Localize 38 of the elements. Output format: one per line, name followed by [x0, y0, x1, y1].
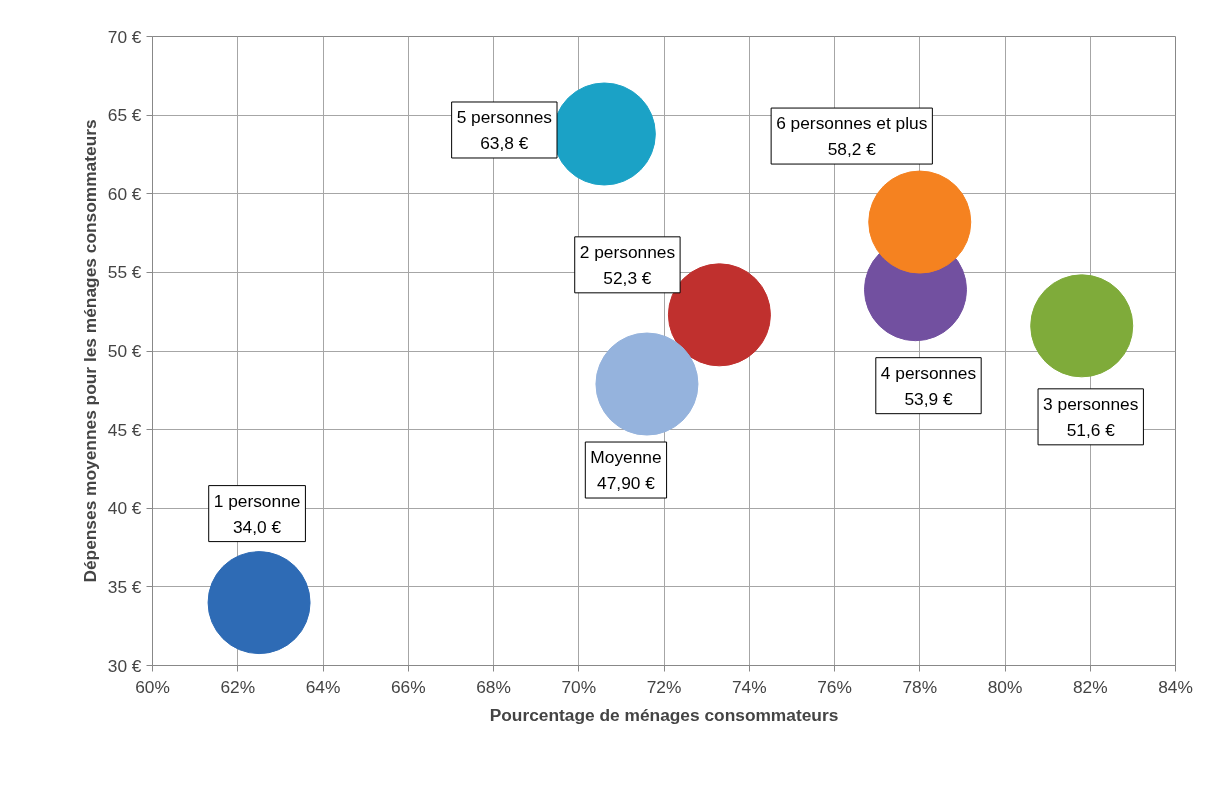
- series-label: 2 personnes: [579, 241, 676, 262]
- x-tick-label: 84%: [1158, 676, 1193, 697]
- x-tick-label: 64%: [305, 676, 341, 697]
- x-tick-label: 62%: [220, 676, 256, 697]
- y-tick-label: 40 €: [107, 498, 142, 519]
- x-tick-label: 66%: [390, 676, 426, 697]
- series-label: 5 personnes: [456, 107, 553, 127]
- y-tick-label: 50 €: [107, 341, 142, 361]
- series-label: 3 personnes: [1043, 393, 1139, 414]
- text: 1 personne: [213, 490, 301, 511]
- text: 6 personnes et plus: [776, 113, 928, 134]
- y-tick-label: 60 €: [107, 183, 142, 204]
- series-label: Moyenne: [590, 447, 662, 468]
- x-tick-label: 60%: [135, 676, 170, 697]
- data-label: 52,3 €: [603, 267, 652, 288]
- x-tick-label: 82%: [1072, 676, 1108, 697]
- x-tick-label: 70%: [561, 676, 597, 697]
- x-tick-label: 72%: [646, 676, 682, 697]
- x-tick-label: 76%: [817, 676, 852, 697]
- series-label: 4 personnes: [880, 362, 977, 383]
- x-tick-label: 68%: [476, 676, 511, 697]
- data-label: 58,2 €: [827, 139, 877, 160]
- y-tick-label: 55 €: [107, 262, 142, 283]
- y-tick-label: 35 €: [107, 576, 142, 597]
- x-axis-title: Pourcentage de ménages consommateurs: [489, 704, 839, 725]
- y-axis-title: Dépenses moyennes pour les ménages consommateurs: [79, 119, 100, 583]
- data-label: 53,9 €: [904, 388, 953, 409]
- y-tick-label: 45 €: [107, 419, 142, 440]
- y-tick-label: 65 €: [107, 105, 142, 126]
- data-label: 51,6 €: [1066, 419, 1116, 440]
- x-tick-label: 74%: [731, 676, 767, 697]
- data-label: 47,90 €: [597, 473, 656, 494]
- x-tick-label: 80%: [987, 676, 1023, 697]
- data-label: 34,0 €: [232, 516, 282, 537]
- data-label: 63,8 €: [480, 132, 529, 153]
- y-tick-label: 70 €: [107, 26, 142, 47]
- y-tick-label: 30 €: [107, 655, 142, 676]
- x-tick-label: 78%: [902, 676, 938, 697]
